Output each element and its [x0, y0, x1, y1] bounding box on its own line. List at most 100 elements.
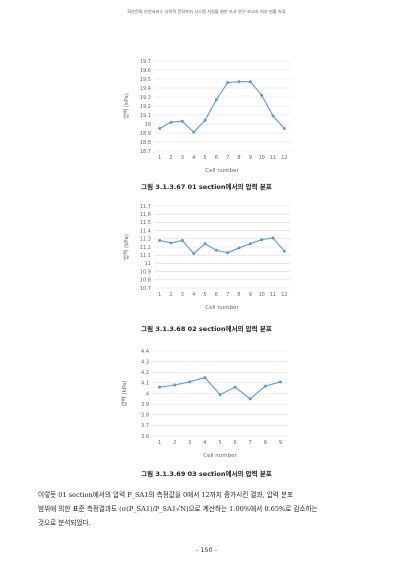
y-tick-label: 11.7: [140, 204, 151, 210]
x-tick-label: 10: [258, 155, 264, 161]
x-tick-label: 1: [158, 292, 161, 298]
data-point: [248, 242, 252, 246]
data-point: [282, 249, 286, 253]
y-tick-label: 11.5: [140, 220, 151, 226]
y-tick-label: 11.6: [140, 212, 151, 218]
body-paragraph: 이렇듯 01 section에서의 압력 P_SA1의 측정값을 0에서 12까…: [38, 488, 378, 530]
y-tick-label: 10.9: [140, 269, 151, 275]
data-point: [180, 119, 184, 123]
figure-caption-01: 그림 3.1.3.67 01 section에서의 압력 분포: [141, 183, 272, 191]
x-axis-label: Cell number: [203, 453, 237, 459]
data-point: [158, 127, 162, 130]
x-tick-label: 8: [264, 440, 267, 446]
data-point: [260, 93, 264, 97]
data-point: [214, 248, 218, 252]
data-point: [271, 114, 275, 118]
series-line: [159, 237, 285, 255]
x-axis-label: Cell number: [205, 168, 239, 174]
y-tick-label: 3.6: [141, 434, 149, 440]
x-tick-label: 5: [203, 292, 206, 298]
y-tick-label: 19: [145, 122, 151, 128]
data-point: [226, 81, 230, 85]
x-tick-label: 11: [270, 155, 276, 161]
x-tick-label: 6: [215, 292, 218, 298]
paragraph-line-3: 것으로 분석되었다.: [38, 519, 91, 527]
y-tick-label: 19.1: [140, 113, 151, 119]
data-point: [260, 238, 264, 242]
y-tick-label: 4.3: [141, 359, 149, 365]
data-point: [192, 130, 196, 134]
x-tick-label: 7: [226, 292, 229, 298]
y-tick-label: 11.2: [140, 245, 151, 251]
data-point: [158, 238, 162, 242]
data-point: [203, 376, 207, 380]
data-point: [180, 238, 184, 242]
y-tick-label: 3.8: [141, 413, 149, 419]
y-tick-label: 19.6: [140, 68, 151, 74]
x-tick-label: 7: [226, 155, 229, 161]
paragraph-line-1: 이렇듯 01 section에서의 압력 P_SA1의 측정값을 0에서 12까…: [38, 491, 294, 499]
y-axis-label: 압력 (kPa): [120, 381, 128, 407]
x-tick-label: 4: [192, 292, 195, 298]
y-tick-label: 10.8: [140, 278, 151, 284]
pressure-chart-section-02: 11.7 11.6 11.5 11.4 11.3 11.2 11.1 11 10.9 10.8 10…: [120, 200, 300, 312]
data-point: [278, 380, 282, 384]
chart-03-svg: 4.4 4.3 4.2 4.1 4 3.9 3.8 3.7 3.6 1 2 3 4 5 6 7 8 9 Cell n…: [120, 349, 288, 459]
y-tick-label: 19.5: [140, 77, 151, 83]
x-tick-label: 9: [249, 155, 252, 161]
data-point: [188, 380, 192, 384]
y-tick-label: 19.7: [140, 59, 151, 65]
data-point: [203, 242, 207, 246]
data-point: [271, 236, 275, 240]
y-tick-label: 18.7: [140, 149, 151, 155]
x-tick-label: 2: [169, 292, 172, 298]
y-tick-label: 3.7: [141, 423, 149, 429]
data-point: [214, 98, 218, 102]
x-tick-label: 7: [249, 440, 252, 446]
x-tick-label: 8: [237, 155, 240, 161]
x-tick-label: 3: [188, 440, 191, 446]
x-tick-label: 6: [234, 440, 237, 446]
series-line: [159, 81, 285, 133]
x-tick-label: 5: [203, 155, 206, 161]
x-tick-label: 3: [181, 155, 184, 161]
y-tick-label: 18.9: [140, 131, 151, 137]
y-axis-label: 압력 (kPa): [122, 93, 130, 119]
pressure-chart-section-01: 19.7 19.6 19.5 19.4 19.3 19.2 19.1 19 18.9 18.8 18…: [120, 55, 300, 175]
x-tick-label: 4: [192, 155, 195, 161]
x-tick-label: 6: [215, 155, 218, 161]
x-tick-label: 11: [270, 292, 276, 298]
data-point: [282, 127, 286, 130]
x-tick-label: 1: [158, 440, 161, 446]
y-tick-label: 11.1: [140, 253, 151, 259]
y-tick-label: 3.9: [141, 402, 149, 408]
y-tick-label: 4.1: [141, 381, 149, 387]
x-tick-label: 3: [181, 292, 184, 298]
data-point: [237, 80, 241, 84]
data-point: [237, 246, 241, 250]
data-point: [169, 241, 173, 245]
x-tick-label: 5: [218, 440, 221, 446]
chart-01-svg: 19.719.619.519.419.319.219.11918.918.818…: [122, 59, 290, 174]
data-point: [203, 118, 207, 122]
data-point: [218, 393, 222, 397]
y-tick-label: 11.3: [140, 237, 151, 243]
y-axis-label: 압력 (kPa): [122, 234, 130, 260]
data-point: [169, 120, 173, 124]
y-tick-label: 10.7: [140, 286, 151, 292]
x-tick-label: 12: [281, 292, 287, 298]
data-point: [158, 385, 162, 389]
x-tick-label: 12: [281, 155, 287, 161]
x-tick-label: 9: [249, 292, 252, 298]
x-axis-label: Cell number: [205, 305, 239, 311]
x-tick-label: 8: [237, 292, 240, 298]
data-point: [248, 80, 252, 84]
figure-caption-03: 그림 3.1.3.69 03 section에서의 압력 분포: [141, 470, 272, 478]
y-tick-label: 4: [146, 391, 149, 397]
page-number: - 150 -: [195, 546, 218, 554]
x-tick-label: 2: [169, 155, 172, 161]
figure-caption-02: 그림 3.1.3.68 02 section에서의 압력 분포: [141, 325, 272, 333]
x-tick-label: 1: [158, 155, 161, 161]
x-tick-label: 9: [279, 440, 282, 446]
chart-02-svg: 11.7 11.6 11.5 11.4 11.3 11.2 11.1 11 10.9 10.8 10…: [122, 204, 290, 311]
